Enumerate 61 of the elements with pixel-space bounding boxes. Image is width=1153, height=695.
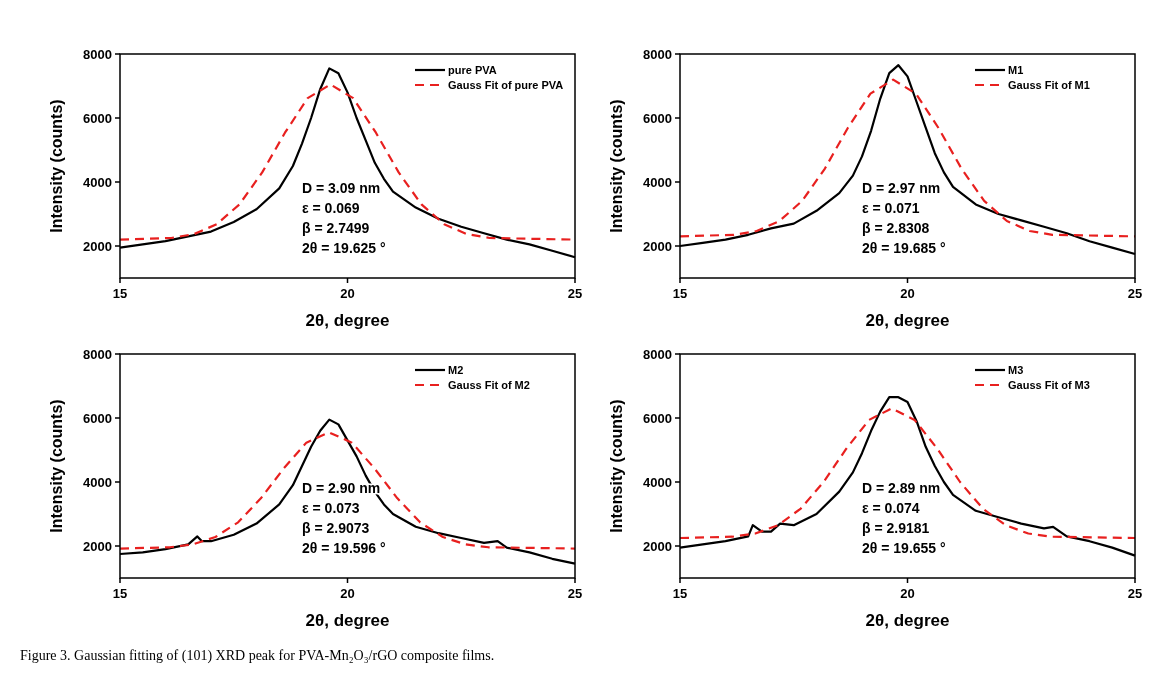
y-tick-label: 2000	[643, 238, 672, 254]
y-tick-label: 2000	[643, 538, 672, 554]
x-tick-label: 20	[340, 586, 355, 601]
y-tick-label: 2000	[83, 238, 112, 254]
annotation: 2θ = 19.625 °	[302, 239, 386, 256]
x-tick-label: 15	[112, 286, 128, 301]
annotation: D = 2.89 nm	[862, 479, 941, 496]
y-tick-label: 2000	[83, 538, 112, 554]
legend-label: M3	[1008, 364, 1024, 376]
y-tick-label: 6000	[643, 410, 672, 426]
annotation: β = 2.7499	[302, 219, 370, 236]
legend-label: Gauss Fit of pure PVA	[448, 79, 564, 91]
annotation: ε = 0.069	[302, 199, 360, 216]
annotation: 2θ = 19.596 °	[302, 539, 386, 556]
x-tick-label: 20	[900, 286, 915, 301]
x-tick-label: 25	[1127, 286, 1143, 301]
y-tick-label: 6000	[83, 110, 112, 126]
legend-label: Gauss Fit of M2	[448, 379, 530, 391]
annotation: D = 2.97 nm	[862, 179, 941, 196]
y-axis-title: Intensity (counts)	[608, 399, 625, 533]
legend-label: M2	[448, 364, 464, 376]
y-axis-title: Intensity (counts)	[608, 99, 625, 233]
y-tick-label: 8000	[643, 46, 672, 62]
y-tick-label: 6000	[643, 110, 672, 126]
line-series	[678, 407, 1137, 540]
y-tick-label: 8000	[83, 346, 112, 362]
y-tick-label: 4000	[83, 174, 112, 190]
x-axis-title: 2θ, degree	[305, 311, 390, 330]
y-axis-title: Intensity (counts)	[48, 99, 65, 233]
x-axis-title: 2θ, degree	[865, 311, 950, 330]
y-tick-label: 4000	[643, 174, 672, 190]
annotation: 2θ = 19.685 °	[862, 239, 946, 256]
y-axis-title: Intensity (counts)	[48, 399, 65, 533]
x-tick-label: 25	[1127, 586, 1143, 601]
x-tick-label: 20	[340, 286, 355, 301]
y-tick-label: 4000	[83, 474, 112, 490]
annotation: ε = 0.073	[302, 499, 360, 516]
legend-label: Gauss Fit of M1	[1008, 79, 1090, 91]
annotation: β = 2.8308	[862, 219, 930, 236]
y-tick-label: 6000	[83, 410, 112, 426]
legend-label: pure PVA	[448, 64, 497, 76]
x-tick-label: 15	[112, 586, 128, 601]
x-axis-title: 2θ, degree	[865, 611, 950, 630]
annotation: β = 2.9181	[862, 519, 930, 536]
annotation: 2θ = 19.655 °	[862, 539, 946, 556]
legend-label: M1	[1008, 64, 1024, 76]
x-tick-label: 20	[900, 586, 915, 601]
annotation: ε = 0.074	[862, 499, 920, 516]
x-tick-label: 15	[672, 586, 688, 601]
y-tick-label: 8000	[643, 346, 672, 362]
x-tick-label: 25	[567, 586, 583, 601]
annotation: ε = 0.071	[862, 199, 920, 216]
y-tick-label: 4000	[643, 474, 672, 490]
annotation: β = 2.9073	[302, 519, 370, 536]
x-axis-title: 2θ, degree	[305, 611, 390, 630]
x-tick-label: 15	[672, 286, 688, 301]
y-tick-label: 8000	[83, 46, 112, 62]
x-tick-label: 25	[567, 286, 583, 301]
legend-label: Gauss Fit of M3	[1008, 379, 1090, 391]
caption: Figure 3. Gaussian fitting of (101) XRD peak for PVA-Mn₂O₃/rGO composite films.	[20, 648, 495, 664]
annotation: D = 3.09 nm	[302, 179, 381, 196]
